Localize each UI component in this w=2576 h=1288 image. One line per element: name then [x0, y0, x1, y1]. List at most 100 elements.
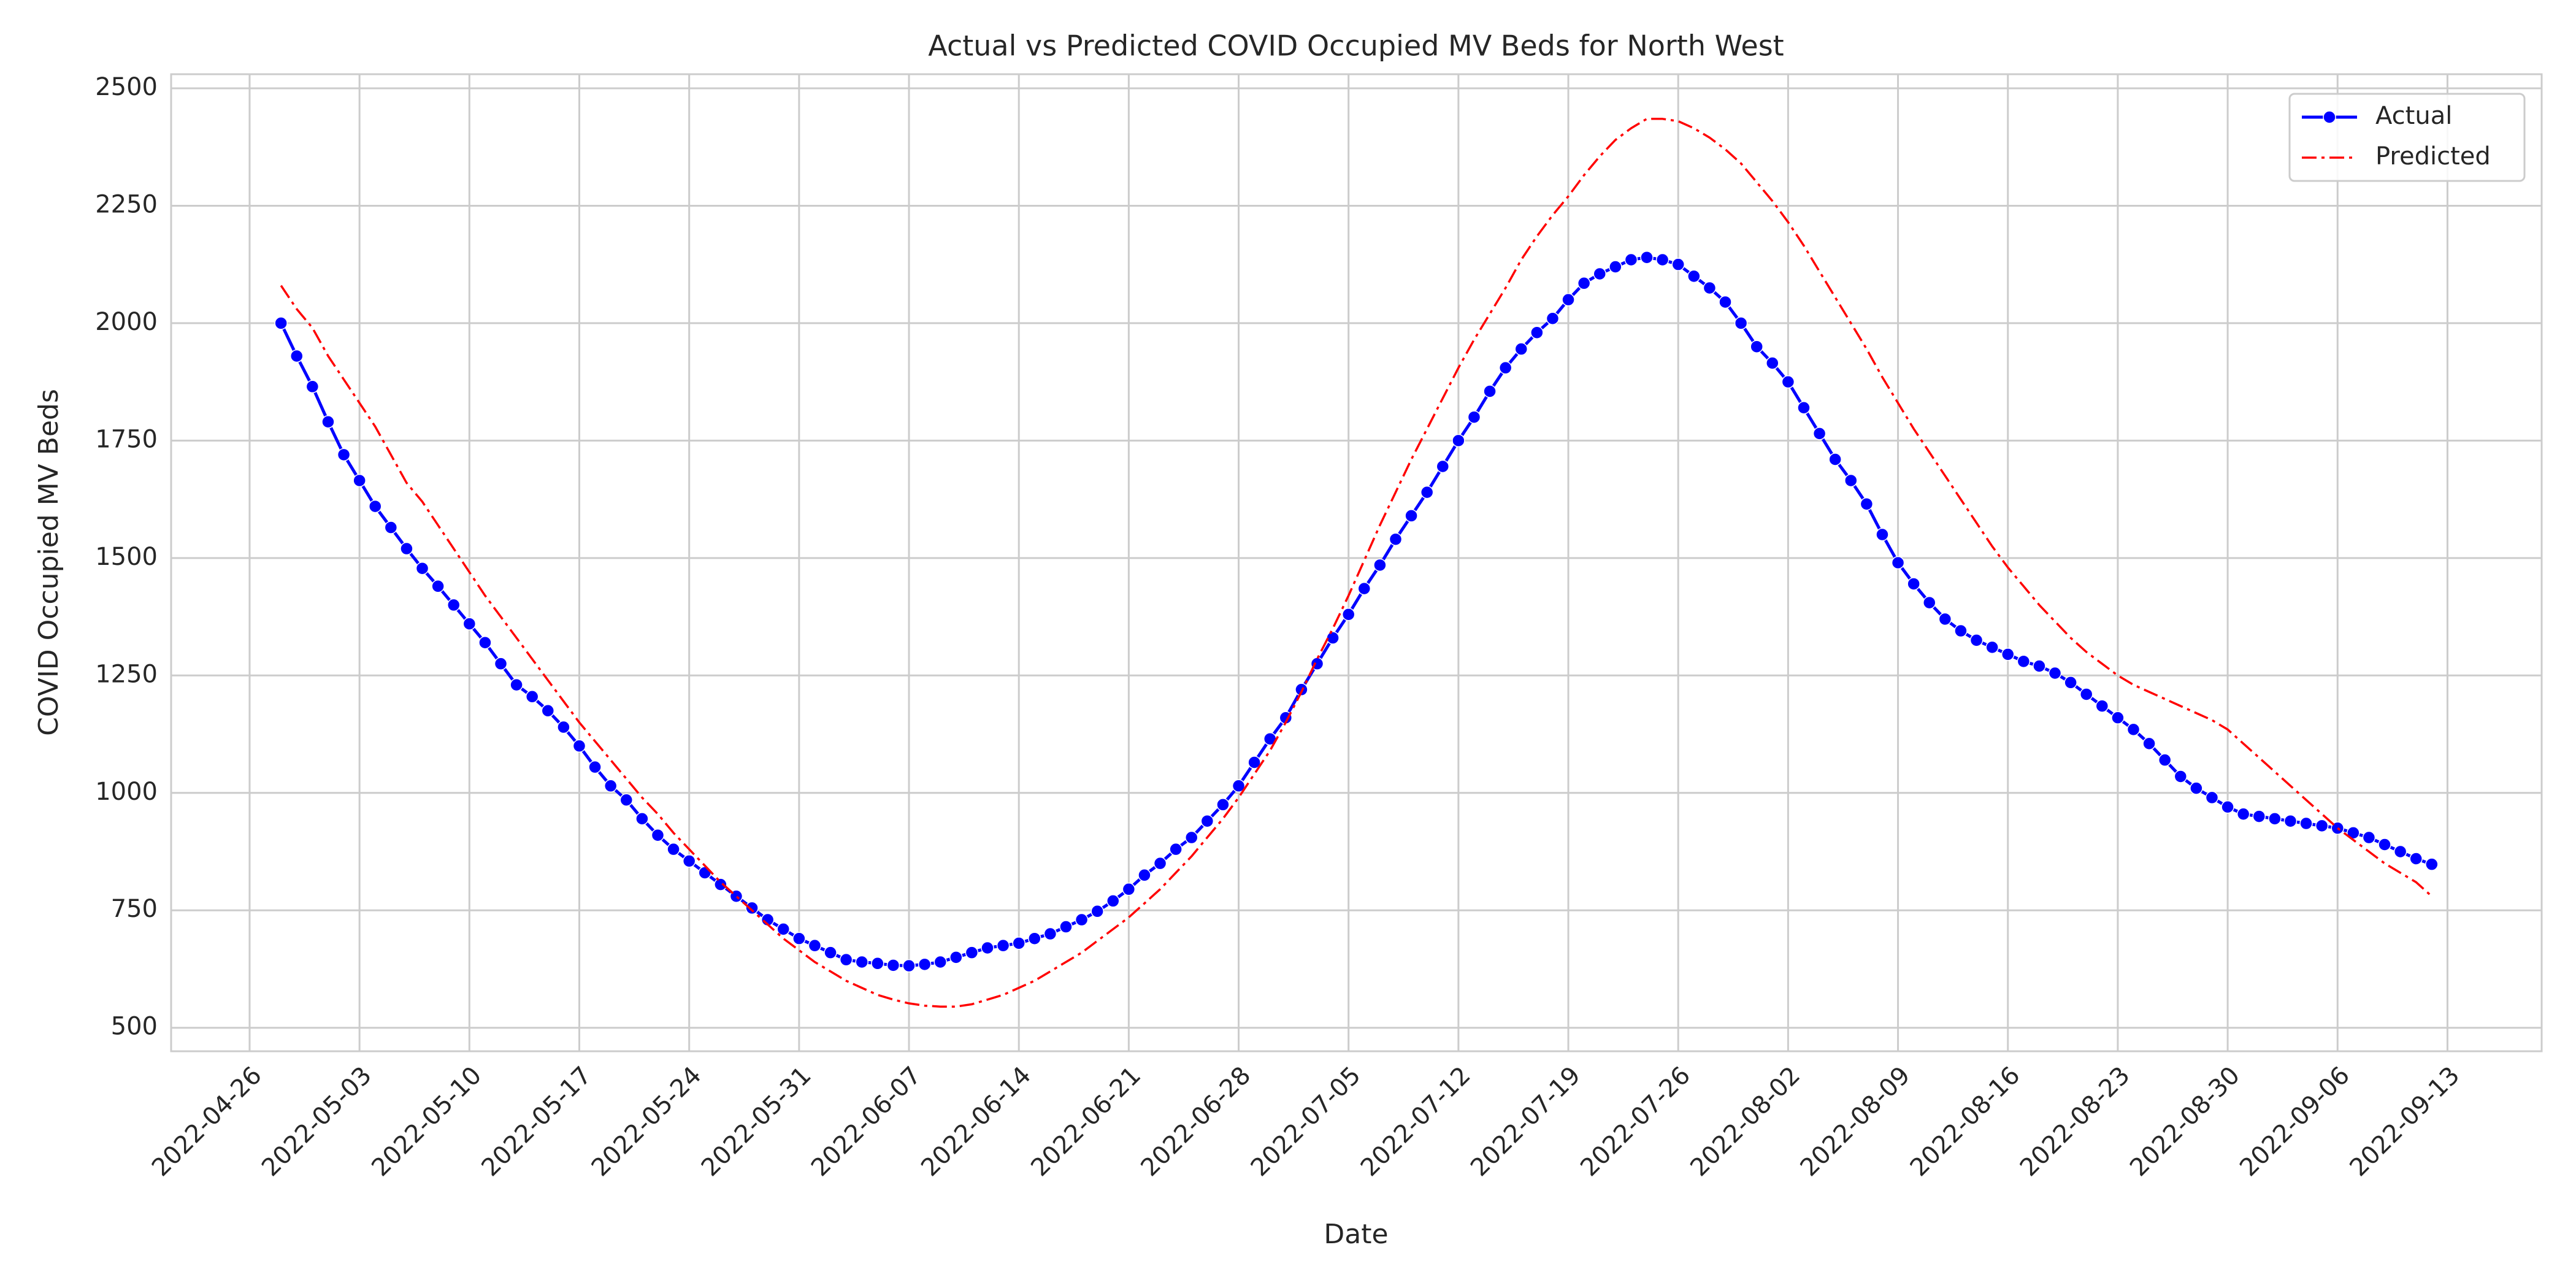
data-point	[871, 957, 884, 970]
data-point	[776, 922, 790, 936]
data-point	[2378, 838, 2391, 851]
y-tick-label: 1500	[95, 543, 158, 571]
data-point	[2362, 830, 2376, 845]
data-point	[478, 635, 492, 650]
data-point	[1609, 260, 1622, 274]
data-point	[525, 690, 539, 703]
data-point	[1907, 577, 1920, 591]
data-point	[1075, 913, 1089, 927]
data-point	[2315, 819, 2329, 833]
data-point	[1514, 342, 1528, 356]
data-point	[949, 951, 963, 964]
data-point	[1326, 631, 1340, 645]
data-point	[1844, 473, 1858, 488]
data-point	[588, 760, 602, 774]
data-point	[651, 828, 665, 842]
data-point	[714, 878, 727, 891]
data-point	[902, 959, 916, 973]
y-tick-label: 750	[111, 895, 158, 923]
data-point	[572, 739, 586, 753]
data-point	[462, 617, 477, 631]
data-point	[745, 901, 759, 915]
data-point	[1687, 269, 1701, 283]
data-point	[2409, 852, 2423, 865]
data-point	[1043, 927, 1057, 941]
data-point	[1562, 293, 1575, 307]
data-point	[510, 678, 523, 692]
data-point	[1938, 612, 1952, 626]
data-point	[1184, 830, 1198, 845]
data-point	[981, 941, 994, 955]
data-point	[1452, 434, 1465, 448]
data-point	[1373, 558, 1387, 572]
data-point	[2174, 770, 2188, 783]
data-point	[667, 842, 680, 856]
data-point	[305, 380, 320, 394]
data-point	[604, 779, 618, 793]
data-point	[1530, 326, 1544, 339]
data-point	[2079, 688, 2093, 701]
plot-frame	[170, 73, 2543, 1052]
data-point	[1200, 814, 1214, 828]
data-point	[1655, 253, 1669, 267]
data-point	[1750, 340, 1763, 353]
data-point	[1734, 316, 1748, 330]
data-point	[2425, 857, 2439, 871]
data-point	[2221, 800, 2234, 814]
data-point	[2205, 791, 2219, 805]
data-point	[1341, 607, 1355, 621]
data-point	[886, 959, 900, 972]
data-point	[792, 932, 806, 945]
legend-label: Predicted	[2375, 142, 2491, 171]
data-point	[1467, 410, 1481, 424]
data-point	[2126, 723, 2141, 737]
data-point	[1876, 527, 1889, 542]
legend: Actual Predicted	[2288, 93, 2526, 182]
data-point	[1923, 596, 1936, 610]
data-point	[1153, 856, 1167, 870]
data-point	[1232, 779, 1246, 793]
data-point	[1420, 485, 1434, 499]
data-point	[933, 955, 947, 969]
data-point	[2190, 781, 2203, 795]
data-point	[918, 957, 932, 972]
data-point	[2331, 821, 2345, 835]
data-point	[1640, 250, 1654, 264]
data-point	[2299, 816, 2313, 830]
y-tick-label: 500	[111, 1013, 158, 1041]
data-point	[1624, 253, 1638, 267]
x-axis-label: Date	[1324, 1219, 1388, 1250]
chart-title: Actual vs Predicted COVID Occupied MV Be…	[928, 29, 1784, 63]
data-point	[619, 793, 634, 807]
data-point	[824, 946, 837, 959]
data-point	[1405, 509, 1418, 523]
y-axis-label: COVID Occupied MV Beds	[33, 389, 64, 736]
data-point	[557, 720, 570, 734]
data-point	[1216, 798, 1230, 811]
data-point	[635, 812, 649, 826]
y-tick-label: 1250	[95, 660, 158, 688]
data-point	[368, 499, 382, 513]
data-point	[1593, 267, 1606, 281]
data-point	[1059, 920, 1073, 933]
data-point	[1766, 356, 1779, 370]
legend-label: Actual	[2375, 102, 2452, 130]
data-point	[1091, 905, 1104, 918]
data-point	[541, 703, 555, 718]
data-point	[2095, 699, 2109, 713]
data-point	[996, 938, 1010, 953]
data-point	[2033, 659, 2046, 673]
data-point	[2142, 737, 2156, 751]
data-point	[447, 598, 461, 612]
data-point	[1969, 634, 1984, 647]
data-point	[1498, 361, 1512, 375]
data-point	[337, 448, 351, 462]
data-point	[1389, 532, 1403, 546]
data-point	[1891, 556, 1905, 570]
data-point	[698, 866, 712, 880]
data-point	[2252, 810, 2266, 823]
data-point	[2268, 812, 2282, 826]
